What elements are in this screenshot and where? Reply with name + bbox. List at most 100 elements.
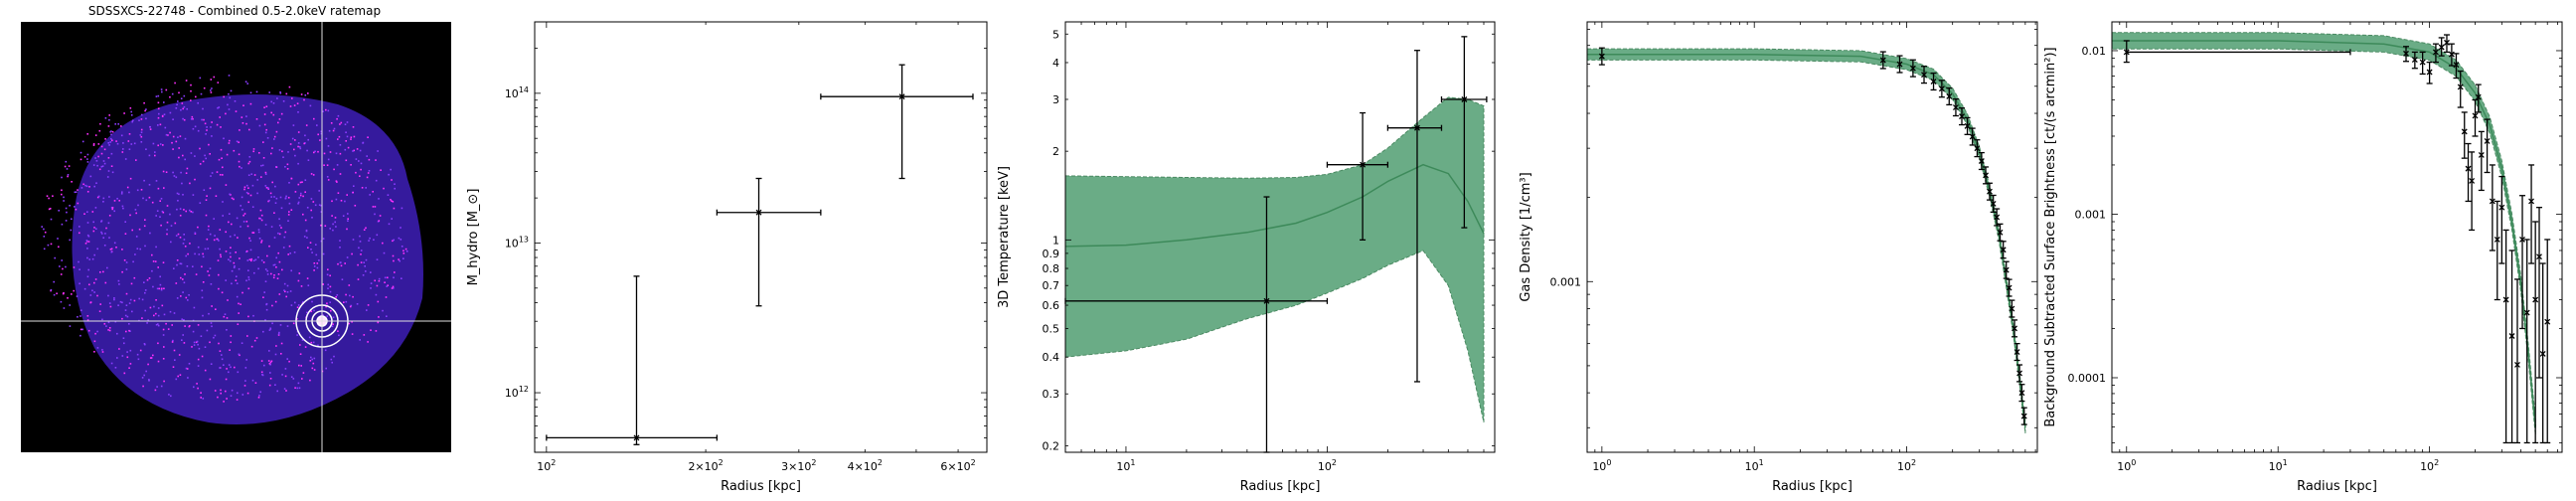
ratemap-pixel: [294, 191, 297, 193]
ratemap-pixel: [228, 108, 231, 110]
ratemap-pixel: [345, 131, 347, 133]
x-tick-label: 102: [2420, 458, 2439, 473]
ratemap-pixel: [176, 208, 178, 211]
ratemap-pixel: [172, 339, 174, 342]
ratemap-pixel: [245, 250, 248, 252]
ratemap-pixel: [87, 329, 90, 332]
ratemap-pixel: [211, 325, 213, 328]
ratemap-pixel: [178, 354, 181, 356]
ratemap-pixel: [202, 107, 204, 110]
ratemap-pixel: [332, 229, 334, 232]
y-tick-label: 0.001: [2075, 208, 2107, 221]
ratemap-pixel: [128, 323, 130, 325]
ratemap-pixel: [340, 264, 343, 267]
ratemap-pixel: [346, 121, 349, 123]
ratemap-pixel: [346, 194, 348, 196]
ratemap-pixel: [325, 367, 327, 370]
ratemap-pixel: [81, 328, 83, 331]
ratemap-pixel: [342, 215, 345, 217]
ratemap-pixel: [391, 218, 393, 220]
ratemap-pixel: [165, 88, 168, 91]
ratemap-pixel: [182, 291, 184, 293]
ratemap-pixel: [355, 158, 358, 160]
ratemap-pixel: [164, 126, 167, 129]
ratemap-pixel: [247, 315, 249, 318]
ratemap-pixel: [144, 109, 146, 112]
ratemap-pixel: [225, 231, 227, 234]
ratemap-pixel: [178, 193, 180, 196]
ratemap-pixel: [92, 230, 95, 233]
ratemap-pixel: [382, 242, 384, 245]
ratemap-pixel: [313, 151, 315, 154]
ratemap-pixel: [337, 262, 339, 265]
data-point: [1987, 188, 1993, 195]
ratemap-pixel: [176, 259, 179, 261]
ratemap-pixel: [163, 187, 165, 189]
ratemap-pixel: [220, 392, 222, 395]
ratemap-pixel: [257, 397, 260, 399]
ratemap-pixel: [230, 255, 232, 258]
ratemap-pixel: [311, 358, 313, 361]
data-point: [2003, 266, 2010, 273]
ratemap-pixel: [312, 201, 315, 203]
ratemap-pixel: [175, 378, 178, 381]
ratemap-pixel: [388, 173, 390, 176]
y-axis-label: Gas Density [1/cm³]: [1519, 172, 1533, 301]
ratemap-pixel: [63, 196, 65, 199]
ratemap-pixel: [47, 244, 50, 247]
ratemap-pixel: [83, 287, 86, 290]
ratemap-pixel: [69, 325, 72, 327]
ratemap-pixel: [302, 372, 305, 374]
ratemap-pixel: [349, 305, 352, 308]
ratemap-pixel: [53, 293, 56, 296]
data-point: [2000, 247, 2007, 253]
ratemap-pixel: [194, 125, 197, 128]
ratemap-pixel: [108, 114, 110, 116]
ratemap-pixel: [268, 350, 270, 352]
ratemap-pixel: [369, 237, 371, 240]
data-point: [1990, 200, 1997, 207]
ratemap-pixel: [92, 144, 95, 146]
ratemap-pixel: [267, 188, 269, 190]
ratemap-pixel: [183, 94, 186, 97]
ratemap-pixel: [334, 217, 337, 219]
ratemap-pixel: [233, 266, 236, 268]
ratemap-pixel: [117, 304, 119, 306]
ratemap-pixel: [174, 222, 177, 225]
ratemap-pixel: [113, 298, 115, 301]
ratemap-pixel: [100, 152, 103, 155]
temperature-panel: 101 102 0.2 0.3 0.4 0.5 0.6 0.7 0.8 0.91 2 3 4 5 Radiu…: [997, 21, 1496, 494]
ratemap-pixel: [117, 279, 120, 282]
ratemap-pixel: [392, 240, 394, 243]
ratemap-pixel: [275, 345, 277, 347]
ratemap-pixel: [116, 357, 118, 359]
ratemap-pixel: [264, 319, 266, 321]
ratemap-pixel: [205, 133, 207, 135]
ratemap-pixel: [347, 220, 349, 222]
ratemap-pixel: [157, 266, 159, 268]
ratemap-pixel: [116, 198, 118, 200]
data-point: [1461, 96, 1468, 102]
ratemap-pixel: [257, 256, 259, 258]
ratemap-pixel: [314, 150, 316, 153]
ratemap-pixel: [202, 255, 205, 258]
ratemap-pixel: [123, 112, 125, 114]
data-point: [633, 434, 640, 441]
ratemap-pixel: [226, 398, 228, 400]
ratemap-pixel: [182, 117, 184, 120]
ratemap-pixel: [129, 349, 132, 352]
ratemap-pixel: [190, 211, 193, 213]
ratemap-pixel: [109, 305, 112, 308]
ratemap-pixel: [176, 263, 178, 266]
ratemap-pixel: [366, 176, 369, 179]
ratemap-pixel: [178, 156, 180, 159]
ratemap-pixel: [252, 150, 254, 153]
data-point: [2461, 128, 2468, 135]
ratemap-pixel: [378, 277, 381, 280]
ratemap-pixel: [359, 241, 362, 243]
ratemap-pixel: [219, 229, 222, 231]
ratemap-pixel: [160, 88, 163, 90]
ratemap-pixel: [148, 277, 151, 279]
ratemap-pixel: [184, 158, 186, 161]
ratemap-pixel: [251, 379, 254, 382]
